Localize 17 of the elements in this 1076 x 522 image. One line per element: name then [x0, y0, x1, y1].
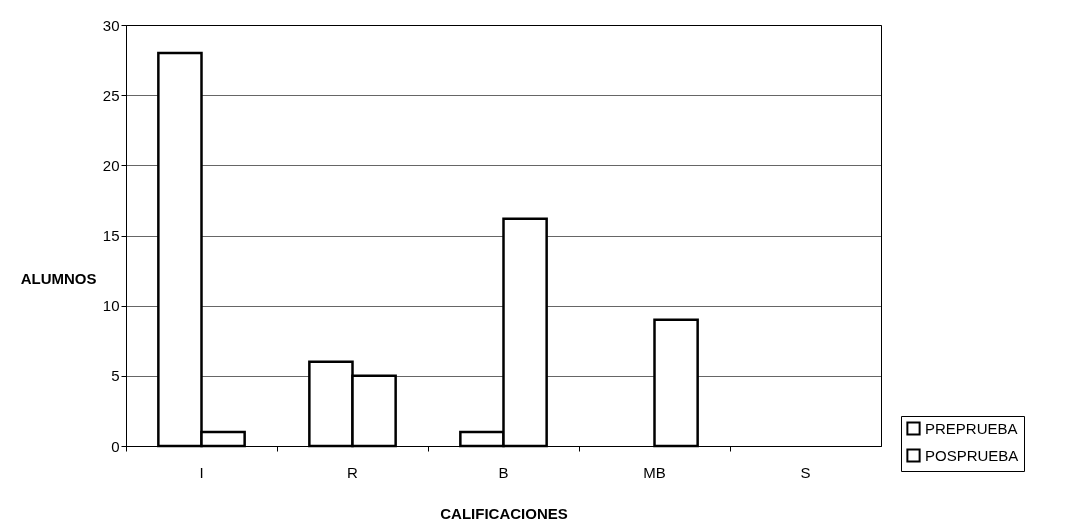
- bar: [653, 318, 699, 448]
- y-tick-label: 15: [102, 227, 120, 244]
- y-tick-label: 20: [102, 156, 120, 174]
- x-tick-label: I: [199, 463, 204, 481]
- y-tick-label: 0: [111, 437, 120, 455]
- x-axis-title: CALIFICACIONES: [440, 504, 568, 522]
- x-tick-label: MB: [643, 463, 666, 481]
- x-tick-label: R: [347, 463, 359, 481]
- y-tick-label: 25: [102, 86, 120, 104]
- y-tick-label: 30: [102, 16, 120, 34]
- x-tick-label: S: [800, 463, 811, 481]
- y-tick-label: 10: [102, 297, 120, 315]
- legend-label: PREPRUEBA: [925, 419, 1018, 437]
- y-tick-label: 5: [111, 367, 120, 385]
- x-tick-label: B: [498, 463, 509, 481]
- legend-label: POSPRUEBA: [925, 446, 1019, 464]
- y-axis-title: ALUMNOS: [20, 269, 97, 287]
